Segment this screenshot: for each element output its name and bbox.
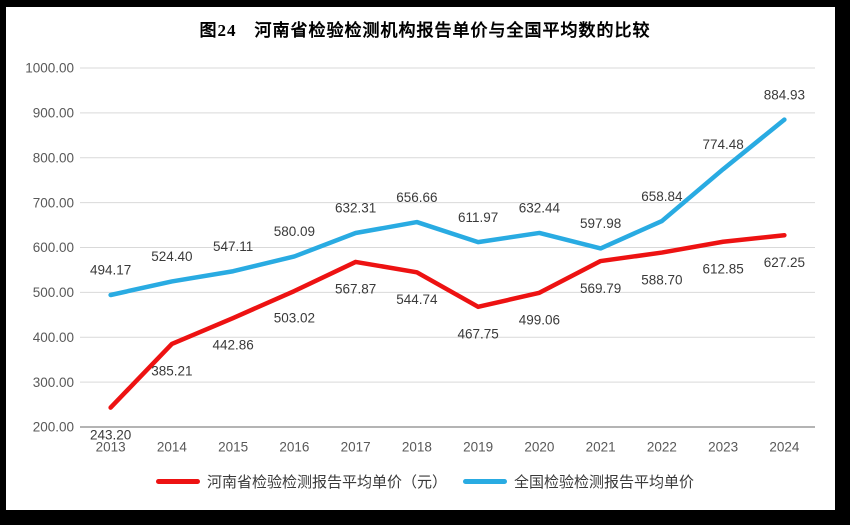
svg-text:588.70: 588.70	[641, 272, 682, 287]
svg-text:597.98: 597.98	[580, 216, 621, 231]
svg-text:2019: 2019	[463, 440, 493, 455]
svg-text:467.75: 467.75	[457, 327, 498, 342]
national-series-label: 全国检验检测报告平均单价	[514, 474, 695, 491]
svg-text:524.40: 524.40	[151, 249, 192, 264]
svg-text:500.00: 500.00	[33, 285, 74, 300]
svg-text:567.87: 567.87	[335, 282, 376, 297]
svg-text:580.09: 580.09	[274, 224, 315, 239]
svg-text:700.00: 700.00	[33, 195, 74, 210]
svg-text:800.00: 800.00	[33, 150, 74, 165]
svg-text:612.85: 612.85	[702, 261, 743, 276]
svg-text:503.02: 503.02	[274, 311, 315, 326]
chart-canvas	[6, 7, 835, 510]
svg-text:499.06: 499.06	[519, 313, 560, 328]
henan-series-swatch	[155, 479, 200, 484]
svg-text:774.48: 774.48	[702, 137, 743, 152]
henan-series-label: 河南省检验检测报告平均单价（元）	[206, 474, 447, 491]
svg-text:658.84: 658.84	[641, 189, 683, 204]
svg-text:2024: 2024	[769, 440, 800, 455]
svg-text:632.44: 632.44	[519, 201, 561, 216]
legend: 河南省检验检测报告平均单价（元） 全国检验检测报告平均单价	[0, 471, 850, 492]
svg-text:544.74: 544.74	[396, 292, 438, 307]
svg-text:627.25: 627.25	[764, 255, 805, 270]
svg-text:400.00: 400.00	[33, 330, 74, 345]
svg-text:2016: 2016	[279, 440, 309, 455]
svg-text:1000.00: 1000.00	[25, 61, 74, 76]
svg-text:2014: 2014	[157, 440, 188, 455]
svg-text:2015: 2015	[218, 440, 248, 455]
chart-title: 图24 河南省检验检测机构报告单价与全国平均数的比较	[199, 21, 651, 40]
legend-item-national: 全国检验检测报告平均单价	[463, 471, 694, 492]
svg-text:442.86: 442.86	[212, 338, 253, 353]
svg-text:547.11: 547.11	[213, 239, 253, 254]
svg-text:569.79: 569.79	[580, 281, 621, 296]
svg-text:632.31: 632.31	[335, 201, 376, 216]
svg-text:200.00: 200.00	[33, 420, 74, 435]
svg-text:300.00: 300.00	[33, 375, 74, 390]
svg-text:600.00: 600.00	[33, 240, 74, 255]
svg-text:2022: 2022	[647, 440, 677, 455]
legend-item-henan: 河南省检验检测报告平均单价（元）	[155, 471, 447, 492]
svg-text:2013: 2013	[96, 440, 126, 455]
svg-text:611.97: 611.97	[458, 210, 498, 225]
svg-text:494.17: 494.17	[90, 263, 131, 278]
svg-text:656.66: 656.66	[396, 190, 437, 205]
svg-text:900.00: 900.00	[33, 106, 74, 121]
svg-text:2017: 2017	[341, 440, 371, 455]
svg-text:2021: 2021	[586, 440, 616, 455]
svg-text:884.93: 884.93	[764, 87, 805, 102]
svg-text:243.20: 243.20	[90, 427, 131, 442]
svg-text:2020: 2020	[524, 440, 554, 455]
svg-text:385.21: 385.21	[151, 364, 192, 379]
svg-text:2023: 2023	[708, 440, 738, 455]
svg-text:2018: 2018	[402, 440, 432, 455]
national-series-swatch	[463, 479, 507, 484]
